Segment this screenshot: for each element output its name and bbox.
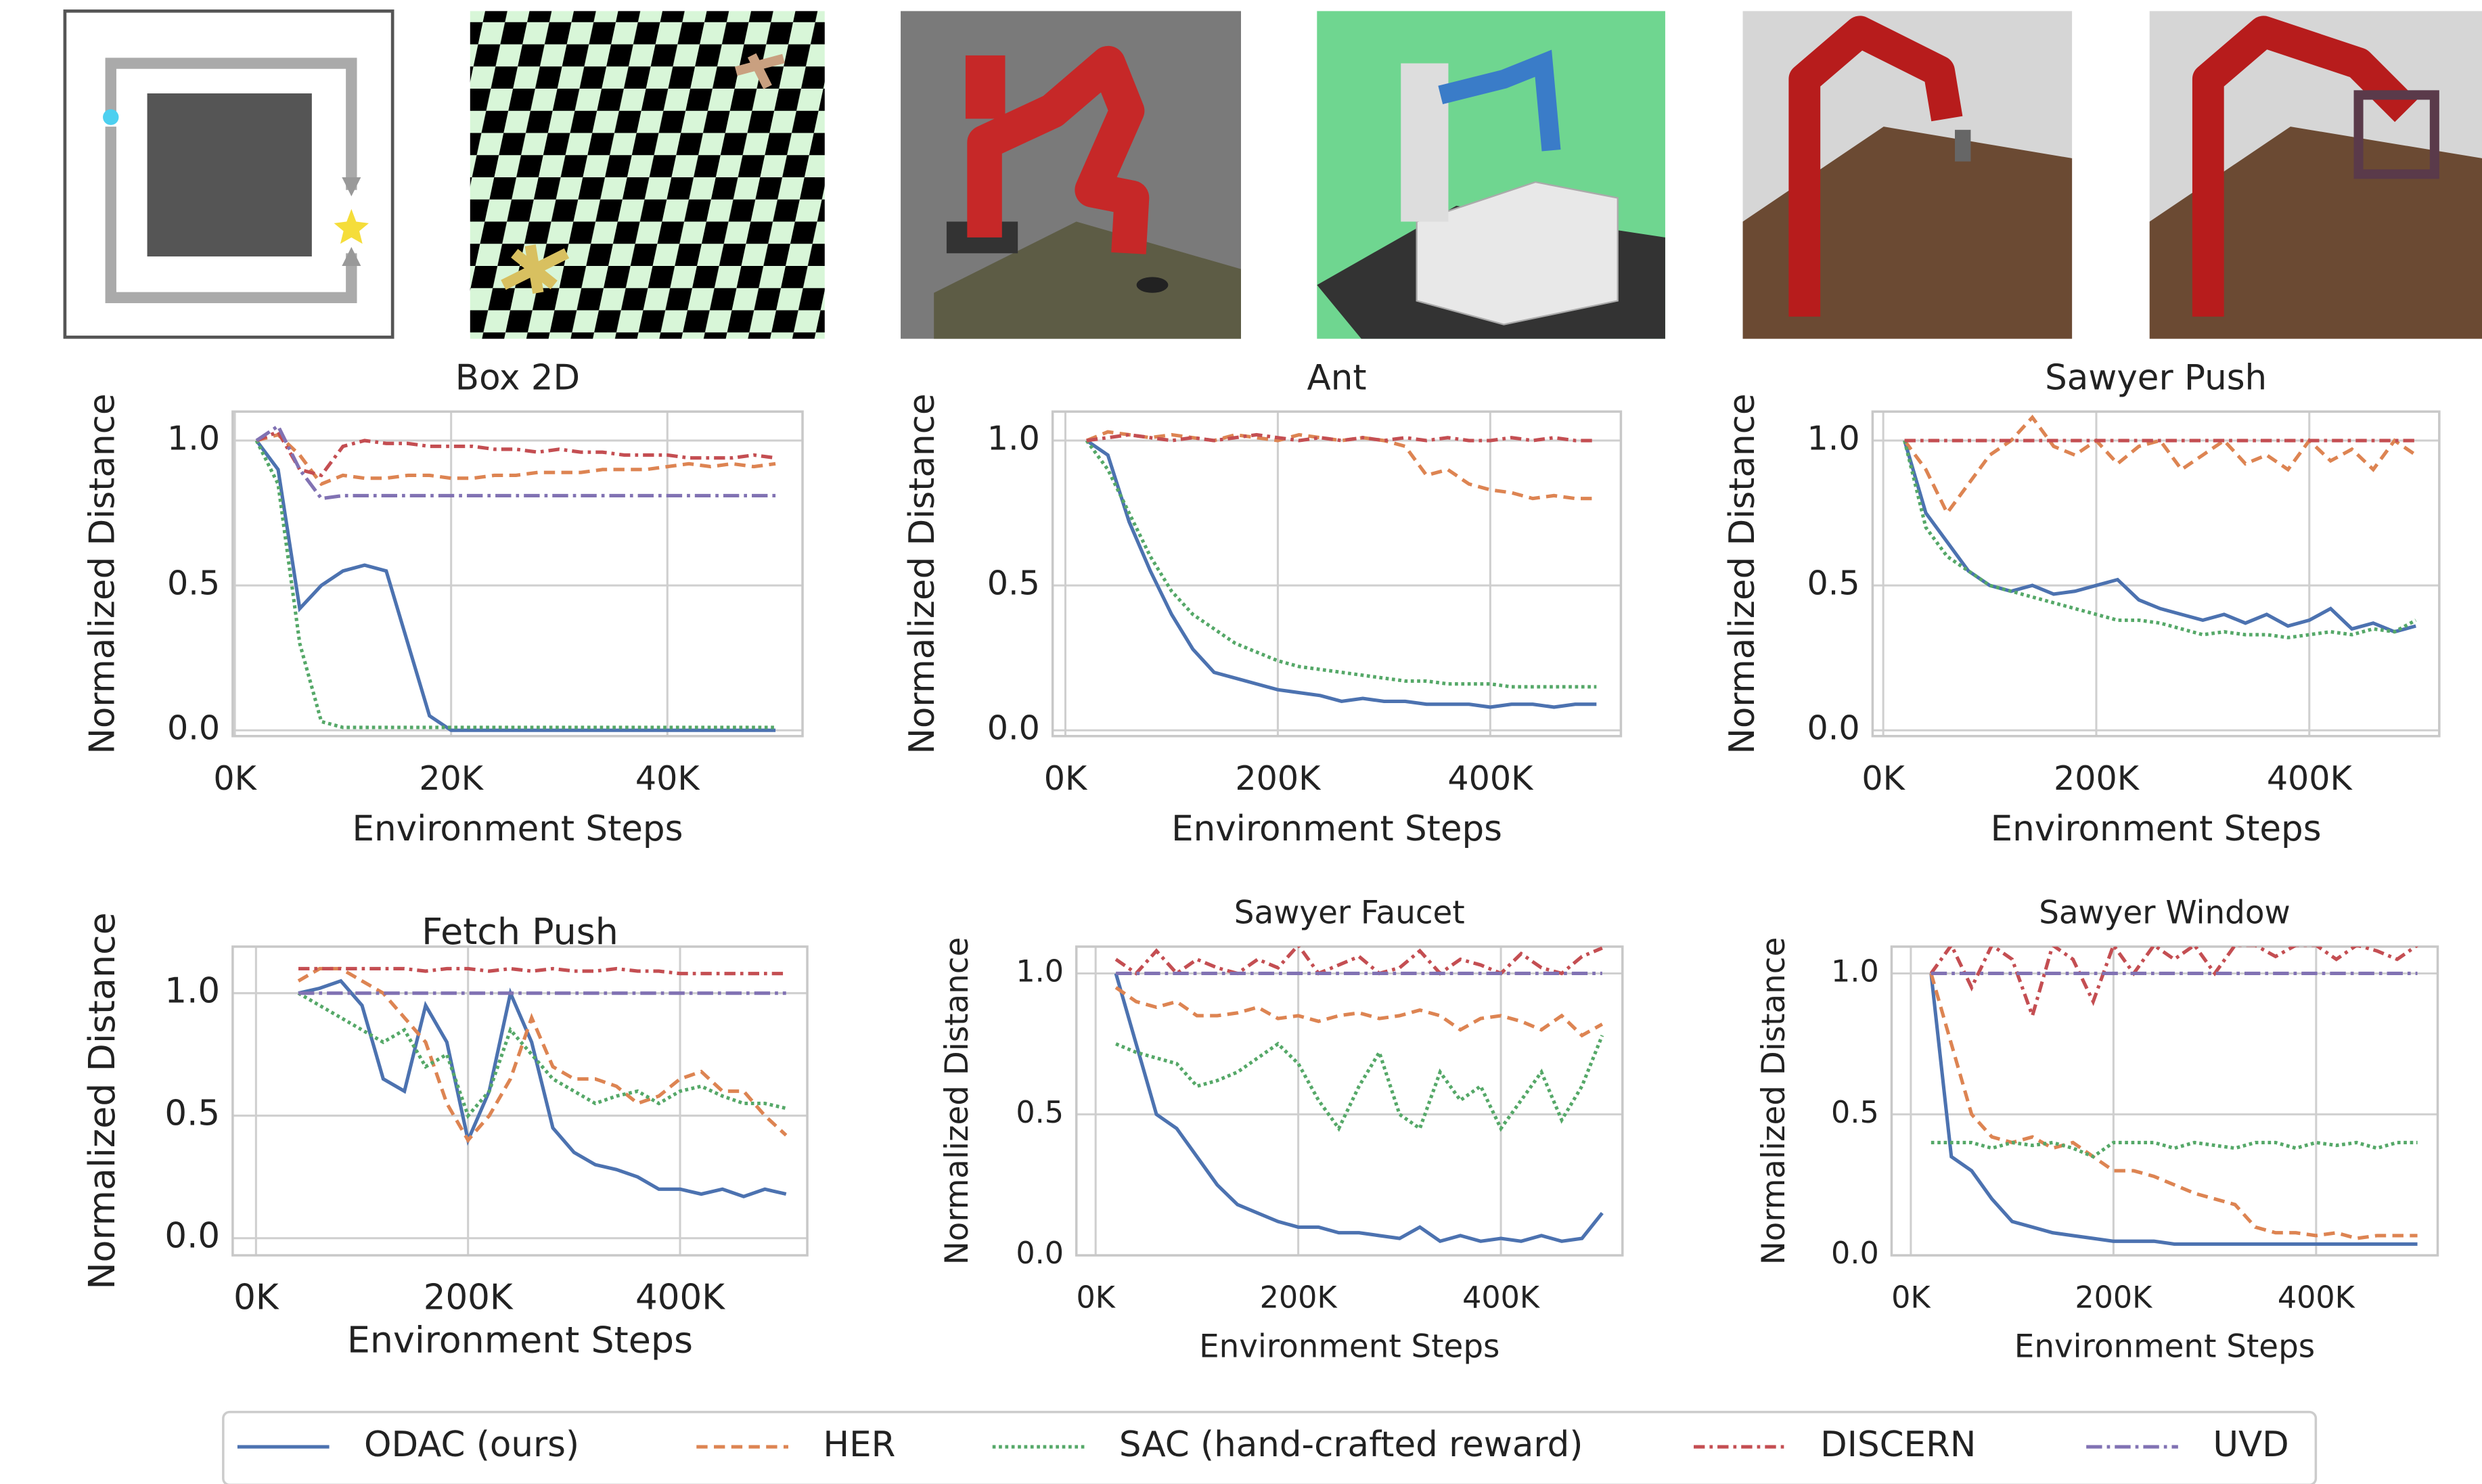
series-line xyxy=(1087,432,1596,498)
series-line xyxy=(256,432,775,475)
y-axis-label: Normalized Distance xyxy=(1722,393,1763,754)
y-axis-label: Normalized Distance xyxy=(902,393,943,754)
x-axis-label: Environment Steps xyxy=(2014,1329,2315,1366)
legend-label: ODAC (ours) xyxy=(364,1424,579,1465)
x-tick-label: 400K xyxy=(2278,1281,2356,1316)
series-line xyxy=(1931,973,2418,1244)
x-axis-label: Environment Steps xyxy=(1171,809,1502,849)
x-tick-label: 400K xyxy=(2267,759,2353,798)
x-tick-label: 200K xyxy=(1235,759,1322,798)
x-tick-label: 0K xyxy=(1076,1281,1116,1316)
series-line xyxy=(256,441,775,727)
series-line xyxy=(1116,987,1602,1035)
x-tick-label: 400K xyxy=(635,1278,725,1318)
y-tick-label: 0.0 xyxy=(987,709,1040,748)
x-tick-label: 0K xyxy=(1891,1281,1931,1316)
x-tick-label: 40K xyxy=(635,759,700,798)
series-line xyxy=(1116,973,1602,1241)
series-line xyxy=(298,968,786,973)
y-tick-label: 1.0 xyxy=(1807,419,1860,458)
y-axis-label: Normalized Distance xyxy=(81,912,123,1289)
y-tick-label: 1.0 xyxy=(1831,954,1879,989)
chart-panel: 0.0 0.5 1.0 0K 200K 400K Sawyer Window Environm… xyxy=(1756,895,2437,1366)
plot-frame xyxy=(1891,947,2437,1255)
legend: ODAC (ours) HER SAC (hand-crafted reward) D… xyxy=(223,1412,2316,1484)
y-tick-label: 0.0 xyxy=(1016,1236,1064,1271)
plot-frame xyxy=(1077,947,1623,1255)
sawyer-robot-image xyxy=(901,11,1241,338)
series-line xyxy=(298,981,786,1197)
x-tick-label: 400K xyxy=(1462,1281,1541,1316)
series-line xyxy=(1116,945,1602,974)
y-tick-label: 1.0 xyxy=(167,419,220,458)
y-tick-label: 0.5 xyxy=(1807,564,1860,603)
env-images xyxy=(65,11,2482,338)
chart-title: Sawyer Faucet xyxy=(1234,895,1465,932)
x-axis-label: Environment Steps xyxy=(347,1318,693,1361)
box2d-image xyxy=(65,11,392,337)
chart-title: Box 2D xyxy=(455,357,580,398)
series-line xyxy=(256,426,775,499)
x-tick-label: 0K xyxy=(1861,759,1905,798)
chart-title: Ant xyxy=(1307,357,1367,398)
series-line xyxy=(1931,973,2418,1238)
chart-title: Sawyer Push xyxy=(2045,357,2267,398)
y-tick-label: 1.0 xyxy=(164,971,220,1012)
legend-label: DISCERN xyxy=(1820,1424,1976,1465)
x-tick-label: 200K xyxy=(1260,1281,1338,1316)
y-axis-label: Normalized Distance xyxy=(1756,937,1792,1265)
y-tick-label: 1.0 xyxy=(987,419,1040,458)
series-line xyxy=(1905,418,2416,513)
y-tick-label: 0.0 xyxy=(1831,1236,1879,1271)
x-tick-label: 200K xyxy=(424,1278,514,1318)
chart-panel: 0.0 0.5 1.0 0K 200K 400K Sawyer Push Environmen… xyxy=(1722,357,2439,849)
sawyer-window-image xyxy=(2150,11,2482,338)
y-axis-label: Normalized Distance xyxy=(939,937,976,1265)
y-tick-label: 1.0 xyxy=(1016,954,1064,989)
y-axis-label: Normalized Distance xyxy=(82,393,122,754)
series-line xyxy=(1087,441,1596,707)
chart-title: Fetch Push xyxy=(422,910,618,953)
chart-panel: 0.0 0.5 1.0 0K 20K 40K Box 2D Environment Steps… xyxy=(82,357,803,849)
sawyer-faucet-image xyxy=(1743,11,2073,338)
y-tick-label: 0.0 xyxy=(167,709,220,748)
fetch-image xyxy=(1317,11,1665,338)
x-axis-label: Environment Steps xyxy=(353,809,683,849)
y-tick-label: 0.0 xyxy=(1807,709,1860,748)
x-tick-label: 20K xyxy=(419,759,484,798)
x-tick-label: 400K xyxy=(1447,759,1534,798)
x-tick-label: 200K xyxy=(2075,1281,2153,1316)
x-axis-label: Environment Steps xyxy=(1199,1329,1499,1366)
legend-label: UVD xyxy=(2213,1424,2288,1465)
x-tick-label: 0K xyxy=(233,1278,279,1318)
y-tick-label: 0.5 xyxy=(987,564,1040,603)
x-tick-label: 0K xyxy=(213,759,257,798)
plot-frame xyxy=(1872,411,2439,736)
y-tick-label: 0.5 xyxy=(1831,1096,1879,1130)
plot-frame xyxy=(233,411,803,736)
y-tick-label: 0.5 xyxy=(167,564,220,603)
ant-image xyxy=(470,11,825,338)
chart-panel: 0.0 0.5 1.0 0K 200K 400K Fetch Push Environment… xyxy=(81,910,807,1362)
series-line xyxy=(1087,441,1596,687)
series-line xyxy=(298,993,786,1116)
legend-label: SAC (hand-crafted reward) xyxy=(1119,1424,1583,1465)
x-axis-label: Environment Steps xyxy=(1991,809,2322,849)
chart-panel: 0.0 0.5 1.0 0K 200K 400K Ant Environment Steps N… xyxy=(902,357,1621,849)
x-tick-label: 0K xyxy=(1044,759,1088,798)
y-tick-label: 0.0 xyxy=(164,1216,220,1257)
series-line xyxy=(1931,1142,2418,1156)
x-tick-label: 200K xyxy=(2054,759,2140,798)
chart-panel: 0.0 0.5 1.0 0K 200K 400K Sawyer Faucet Environm… xyxy=(939,895,1623,1366)
figure: 0.0 0.5 1.0 0K 20K 40K Box 2D Environment Steps… xyxy=(0,0,2482,1484)
y-tick-label: 0.5 xyxy=(164,1094,220,1134)
y-tick-label: 0.5 xyxy=(1016,1096,1064,1130)
chart-title: Sawyer Window xyxy=(2039,895,2291,932)
page: 0.0 0.5 1.0 0K 20K 40K Box 2D Environment Steps… xyxy=(0,0,2482,1484)
legend-label: HER xyxy=(823,1424,895,1465)
series-line xyxy=(1931,945,2418,1016)
plot-frame xyxy=(1053,411,1621,736)
